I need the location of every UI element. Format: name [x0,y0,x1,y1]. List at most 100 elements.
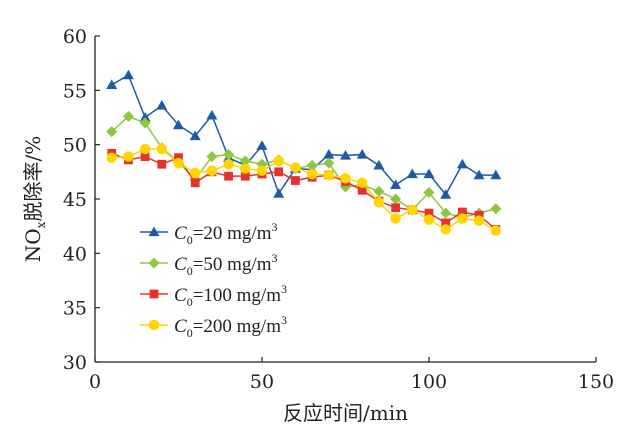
data-point [306,159,318,171]
x-axis-title: 反应时间/min [283,401,408,425]
data-point [240,171,250,181]
y-tick-label: 50 [63,135,87,157]
data-point [423,214,435,225]
data-point [490,203,502,215]
legend: C0=20 mg/m3 C0=50 mg/m3 C0=100 mg/m3 C0=200… [140,220,287,340]
data-point [206,151,218,163]
data-point [323,169,335,181]
data-point [390,179,402,189]
y-axis-title-rest: 脱除率/% [21,136,45,222]
x-tick-label: 50 [250,371,274,393]
data-point [173,119,184,130]
data-point [406,168,418,179]
y-axis-title-sub: x [34,221,48,228]
data-point [256,165,268,176]
data-point [139,143,151,155]
data-point [424,208,434,218]
data-point [440,207,452,219]
data-point [357,185,367,195]
series-layer [106,69,502,236]
x-tick-label: 150 [578,371,614,393]
data-point [473,215,485,226]
data-point [340,173,351,184]
series-3 [106,143,502,236]
axes [94,36,596,363]
data-point [323,157,335,169]
data-point [407,204,418,216]
legend-marker [148,319,160,331]
data-point [106,126,118,138]
data-point [291,176,300,185]
legend-entry: C0=100 mg/m3 [140,282,287,309]
data-point [140,152,150,162]
legend-marker [148,257,160,269]
data-point [139,112,151,122]
legend-entry: C0=200 mg/m3 [140,313,287,340]
data-point [340,150,351,160]
legend-label: C0=50 mg/m3 [174,251,278,278]
series-line [111,74,496,196]
legend-marker [148,226,160,237]
y-tick-label: 35 [63,298,87,320]
y-tick-label: 55 [63,80,87,102]
series-line [111,115,496,219]
data-point [274,167,284,177]
legend-marker [149,289,159,299]
data-point [174,153,183,163]
data-point [123,151,134,162]
legend-label: C0=20 mg/m3 [174,220,278,247]
data-point [440,189,452,199]
legend-entry: C0=20 mg/m3 [140,220,278,247]
data-point [373,159,385,170]
data-point [458,207,467,217]
data-point [239,155,251,167]
data-point [106,152,117,163]
data-point [391,203,400,213]
data-point [156,100,168,110]
data-point [490,169,502,180]
data-point [122,110,134,122]
data-point [456,158,468,169]
data-point [223,148,235,160]
data-point [256,140,268,150]
data-point [190,178,200,188]
series-2 [107,148,501,234]
data-point [373,185,385,197]
data-point [474,210,484,220]
data-point [306,168,318,180]
legend-label: C0=200 mg/m3 [174,313,287,340]
data-point [189,167,201,179]
data-point [139,117,151,129]
data-point [473,169,485,180]
data-point [273,188,285,198]
data-point [441,218,451,228]
data-point [356,177,368,188]
y-tick-label: 45 [63,189,87,211]
x-tick-label: 0 [89,371,101,393]
y-tick-label: 60 [63,26,87,48]
data-point [206,109,218,120]
data-point [224,171,233,181]
legend-label: C0=100 mg/m3 [174,282,287,309]
data-point [223,159,234,170]
data-point [356,148,368,159]
data-point [423,186,435,198]
data-point [157,159,167,169]
y-tick-label: 40 [63,243,87,265]
data-point [206,165,218,176]
data-point [189,130,201,141]
x-tick-label: 100 [411,371,447,393]
data-point [290,162,301,173]
data-point [273,155,284,167]
y-axis-title: NOx脱除率/% [21,136,48,262]
data-point [323,148,335,159]
data-point [423,168,435,179]
y-axis-title-main: NO [21,228,45,262]
data-point [440,224,451,235]
data-point [106,79,118,90]
data-point [122,69,134,80]
data-point [240,163,251,174]
data-point [173,157,184,169]
legend-entry: C0=50 mg/m3 [140,251,278,278]
